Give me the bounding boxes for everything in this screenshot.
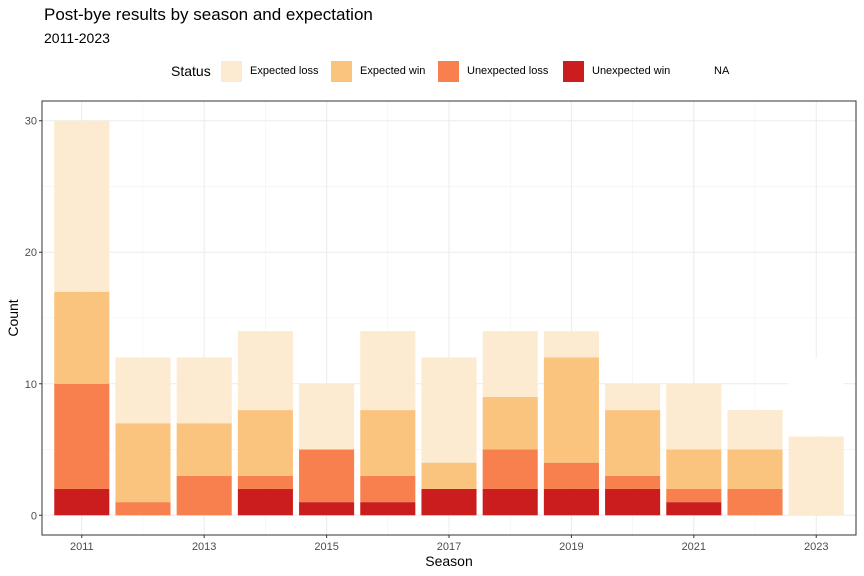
axis-ticks: 0 10 20 30 2011 2013 2015 2017 2019 2021 2023 (25, 116, 829, 553)
bar-expected-loss-2021 (666, 383, 722, 450)
bar-expected-win-2013 (176, 423, 232, 476)
bar-unexpected-loss-2011 (54, 383, 110, 489)
bar-expected-win-2016 (360, 410, 416, 476)
bar-unexpected-loss-2014 (237, 475, 293, 489)
bar-unexpected-win-2016 (360, 502, 416, 516)
y-tick-label: 10 (25, 379, 37, 391)
x-axis-title: Season (425, 553, 472, 569)
bar-unexpected-loss-2015 (299, 449, 355, 503)
legend-label-expected-win: Expected win (360, 65, 426, 77)
x-tick-label: 2019 (559, 541, 583, 553)
bar-expected-loss-2019 (543, 331, 599, 358)
bar-expected-loss-2012 (115, 357, 171, 424)
bar-expected-win-2019 (543, 357, 599, 463)
bar-unexpected-win-2014 (237, 488, 293, 516)
bar-expected-loss-2016 (360, 331, 416, 411)
x-tick-label: 2011 (70, 541, 94, 553)
bar-expected-win-2017 (421, 462, 477, 489)
chart-title: Post-bye results by season and expectati… (44, 5, 373, 24)
legend-key-unexpected-loss (438, 61, 459, 82)
bar-unexpected-loss-2022 (727, 488, 783, 516)
bar-unexpected-loss-2013 (176, 475, 232, 516)
bar-expected-loss-2011 (54, 120, 110, 292)
bar-unexpected-loss-2018 (482, 449, 538, 489)
bar-unexpected-win-2011 (54, 488, 110, 516)
bar-expected-win-2021 (666, 449, 722, 489)
bar-expected-loss-2018 (482, 331, 538, 397)
bar-expected-loss-2017 (421, 357, 477, 463)
x-tick-label: 2021 (682, 541, 706, 553)
legend-key-na (685, 61, 706, 82)
y-axis-title: Count (5, 299, 21, 336)
legend-key-expected-loss (221, 61, 242, 82)
bar-unexpected-loss-2019 (543, 462, 599, 489)
bar-unexpected-loss-2021 (666, 488, 722, 503)
bar-expected-win-2014 (237, 410, 293, 476)
bar-unexpected-loss-2020 (605, 475, 661, 489)
bar-expected-loss-2022 (727, 410, 783, 450)
legend-label-unexpected-win: Unexpected win (592, 65, 671, 77)
x-tick-label: 2015 (314, 541, 338, 553)
chart-subtitle: 2011-2023 (44, 30, 110, 46)
legend-label-unexpected-loss: Unexpected loss (467, 65, 549, 77)
bar-expected-loss-2014 (237, 331, 293, 411)
bar-expected-loss-2015 (299, 383, 355, 450)
bar-unexpected-win-2021 (666, 502, 722, 516)
legend-title: Status (171, 63, 211, 79)
bar-expected-win-2018 (482, 396, 538, 450)
bars (54, 120, 844, 516)
legend-label-na: NA (714, 65, 730, 77)
y-tick-label: 0 (31, 510, 37, 522)
y-tick-label: 30 (25, 116, 37, 128)
bar-unexpected-loss-2016 (360, 475, 416, 503)
bar-expected-win-2012 (115, 423, 171, 503)
legend-key-expected-win (331, 61, 352, 82)
bar-expected-win-2020 (605, 410, 661, 476)
bar-expected-win-2022 (727, 449, 783, 489)
bar-unexpected-win-2015 (299, 502, 355, 516)
bar-expected-win-2011 (54, 291, 110, 384)
y-tick-label: 20 (25, 247, 37, 259)
bar-unexpected-win-2018 (482, 488, 538, 516)
x-tick-label: 2023 (804, 541, 828, 553)
bar-unexpected-loss-2012 (115, 502, 171, 516)
bar-expected-loss-2020 (605, 383, 661, 411)
bar-unexpected-win-2019 (543, 488, 599, 516)
bar-expected-loss-2023 (788, 436, 844, 516)
legend: Status Expected loss Expected win Unexpe… (0, 59, 864, 85)
bar-na-2023 (788, 357, 844, 437)
x-tick-label: 2017 (437, 541, 461, 553)
x-tick-label: 2013 (192, 541, 216, 553)
bar-expected-loss-2013 (176, 357, 232, 424)
bar-unexpected-win-2020 (605, 488, 661, 516)
legend-label-expected-loss: Expected loss (250, 65, 319, 77)
bar-unexpected-win-2017 (421, 488, 477, 516)
legend-key-unexpected-win (563, 61, 584, 82)
